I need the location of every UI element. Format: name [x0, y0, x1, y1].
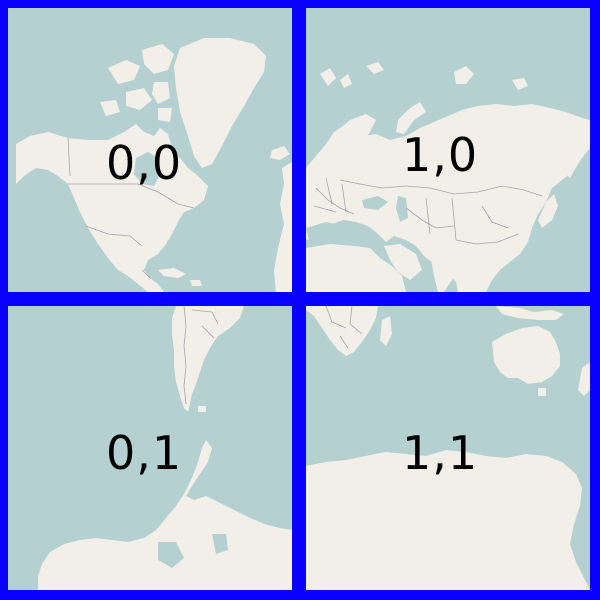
japan-landmass	[538, 194, 558, 228]
antarctica-landmass	[306, 450, 590, 590]
europe-borders	[313, 177, 355, 215]
iceland-landmass	[270, 146, 290, 160]
kamchatka-landmass	[564, 148, 578, 178]
eurasia-landmass	[306, 104, 590, 292]
scandinavia-landmass	[336, 114, 376, 170]
russia-south-border	[339, 179, 543, 197]
falkland-islands-landmass	[198, 406, 206, 412]
paraguay-uruguay-borders	[191, 309, 219, 339]
hudson-bay-water	[134, 152, 160, 186]
arabia-landmass	[384, 244, 422, 280]
alaska-border	[67, 137, 71, 177]
map-tile-1-0[interactable]: 1,0	[306, 8, 590, 292]
antarctica-landmass	[38, 440, 292, 590]
north-america-landmass	[16, 124, 208, 292]
caspian-sea-water	[396, 196, 408, 222]
tile-0-0-map	[16, 38, 292, 292]
southern-africa-landmass	[306, 306, 378, 356]
madagascar-landmass	[380, 316, 392, 346]
central-asia-borders	[405, 197, 457, 241]
tile-1-1-map	[306, 306, 590, 590]
us-mexico-border	[85, 225, 143, 247]
north-africa-landmass	[306, 244, 406, 292]
south-america-landmass	[172, 306, 244, 412]
us-canada-border	[68, 183, 195, 209]
china-border	[455, 205, 519, 245]
ice-shelf-inlet-water	[212, 534, 228, 554]
severnaya-zemlya-landmass	[454, 66, 474, 84]
map-tile-1-1[interactable]: 1,1	[306, 306, 590, 590]
tile-label-1-0: 1,0	[402, 128, 479, 182]
southern-africa-borders	[325, 306, 363, 349]
indonesia-landmass	[496, 306, 564, 320]
arctic-islands-landmass	[100, 44, 174, 122]
mediterranean-water	[306, 222, 370, 244]
black-sea-water	[362, 196, 388, 210]
tile-1-0-map	[306, 62, 590, 292]
svalbard-landmass	[320, 68, 352, 88]
australia-landmass	[492, 326, 560, 384]
new-zealand-landmass	[578, 362, 590, 396]
caribbean-landmass	[158, 268, 202, 286]
novaya-zemlya-landmass	[396, 102, 426, 134]
map-tile-0-0[interactable]: 0,0	[8, 8, 292, 292]
tile-label-0-1: 0,1	[106, 426, 183, 480]
map-tile-0-1[interactable]: 0,1	[8, 306, 292, 590]
tile-0-1-map	[38, 306, 292, 590]
europe-edge-landmass	[274, 162, 292, 292]
tile-label-0-0: 0,0	[106, 136, 183, 190]
greenland-landmass	[174, 38, 266, 168]
india-landmass	[430, 252, 456, 292]
weddell-inlet-water	[158, 542, 184, 568]
tasmania-landmass	[538, 388, 546, 396]
franz-josef-landmass	[366, 62, 384, 74]
chile-argentina-border	[183, 306, 187, 405]
new-siberian-landmass	[512, 78, 528, 90]
mexico-central-america-border	[141, 269, 151, 279]
tile-label-1-1: 1,1	[402, 426, 479, 480]
